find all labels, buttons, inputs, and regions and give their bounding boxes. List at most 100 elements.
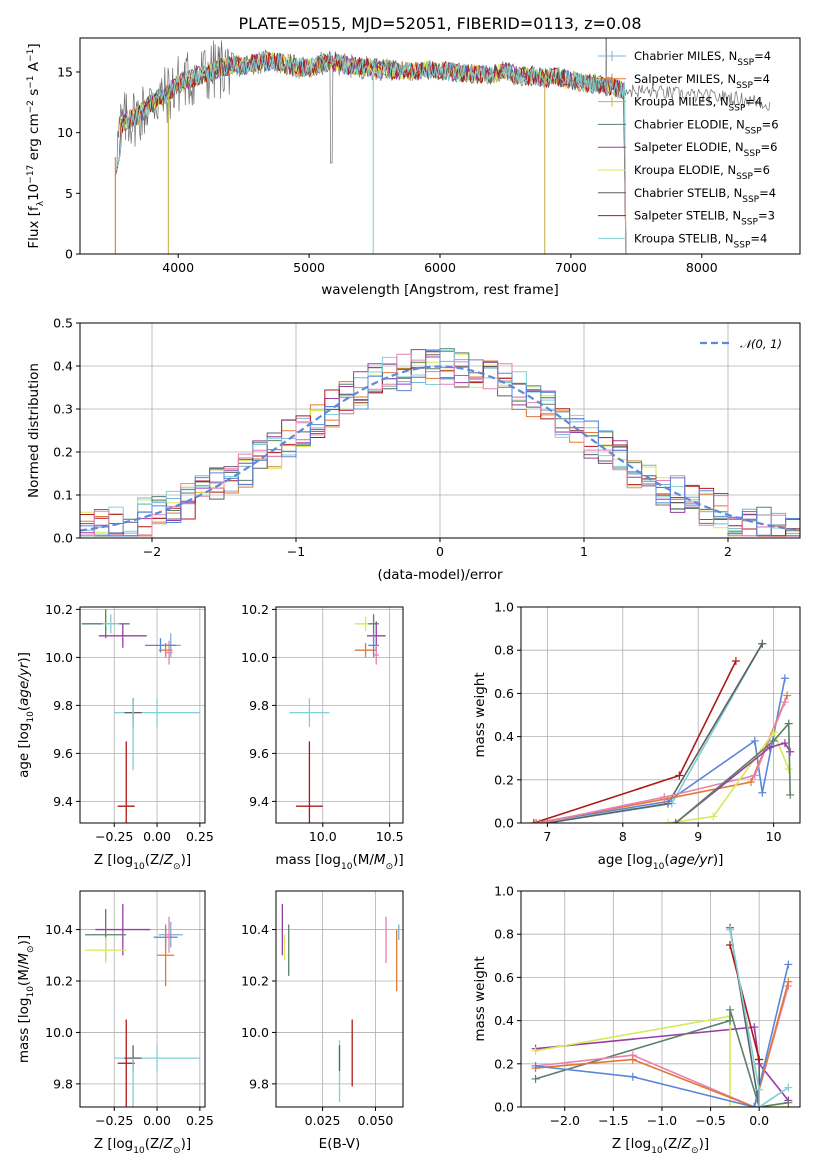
weight-marker — [531, 1061, 540, 1070]
weight-marker — [786, 747, 795, 756]
y-tick-label: 10.2 — [45, 602, 73, 617]
weight-marker — [709, 812, 718, 821]
y-axis-label: Flux [fλ10−17 erg cm−2 s−1 A−1] — [26, 43, 46, 248]
x-tick-label: 0.25 — [186, 1113, 214, 1128]
weight-marker — [746, 777, 755, 786]
model-spectrum-kroupa-stelib — [116, 51, 627, 254]
y-tick-label: 9.6 — [249, 746, 269, 761]
panel-age-vs-Z: −0.25 0.00 0.25 9.4 9.6 9.8 10.0 10.2 Z [log10(Z… — [16, 602, 214, 872]
y-tick-label: 10.0 — [45, 1025, 73, 1040]
weight-marker — [784, 765, 793, 773]
x-axis-label: mass [log10(M/M⊙)] — [275, 852, 403, 872]
weight-line — [675, 742, 791, 823]
y-tick-label: 0.4 — [494, 729, 514, 744]
panel-weight-vs-age: 7 8 9 10 0.0 0.2 0.4 0.6 0.8 1.0 age [log10(age/yr… — [472, 600, 801, 872]
x-tick-label: 10.0 — [309, 829, 337, 844]
y-tick-label: 10.2 — [241, 602, 269, 617]
plot-area — [276, 891, 403, 1107]
axes-frame — [79, 890, 206, 1108]
weight-marker — [675, 771, 684, 780]
y-tick-label: 0.0 — [494, 816, 514, 831]
axes-frame — [520, 890, 801, 1108]
axes-frame — [275, 606, 404, 824]
axes-frame — [520, 606, 801, 824]
x-tick-label: 8000 — [686, 260, 718, 275]
y-tick-label: 9.4 — [53, 794, 73, 809]
x-tick-label: −2.0 — [550, 1113, 580, 1128]
y-axis-label: mass weight — [472, 956, 488, 1041]
y-axis-label: mass [log10(M/M⊙)] — [16, 935, 36, 1063]
y-tick-label: 10.4 — [241, 922, 269, 937]
y-tick-label: 9.6 — [53, 746, 73, 761]
weight-marker — [784, 1083, 793, 1092]
y-tick-label: 0.6 — [494, 970, 514, 985]
axes-frame — [79, 606, 206, 824]
y-tick-label: 10.0 — [241, 1025, 269, 1040]
panel-mass-vs-Z: −0.25 0.00 0.25 9.8 10.0 10.2 10.4 Z [log10(Z/Z… — [16, 890, 214, 1156]
model-spectrum-kroupa-elodie — [116, 51, 627, 254]
x-tick-label: −2 — [143, 544, 161, 559]
x-axis-label: (data-model)/error — [377, 567, 503, 583]
y-tick-label: 10.2 — [45, 974, 73, 989]
weight-line — [667, 730, 790, 823]
plot-area — [276, 607, 403, 823]
y-tick-label: 0.4 — [494, 1013, 514, 1028]
x-axis-label: Z [log10(Z/Z⊙)] — [612, 1136, 709, 1156]
x-axis-label: Z [log10(Z/Z⊙)] — [94, 852, 191, 872]
legend-label: Chabrier STELIB, NSSP=4 — [634, 186, 776, 205]
weight-marker — [664, 819, 673, 823]
x-tick-label: −1 — [287, 544, 305, 559]
x-tick-label: 0.00 — [143, 1113, 171, 1128]
plot-area — [80, 323, 800, 538]
plot-area — [114, 38, 771, 254]
weight-line — [547, 643, 763, 823]
legend-label: Chabrier MILES, NSSP=4 — [634, 49, 771, 68]
y-tick-label: 1.0 — [494, 884, 514, 899]
weight-marker — [750, 736, 759, 745]
y-tick-label: 10 — [57, 125, 73, 140]
weight-marker — [529, 819, 538, 823]
x-tick-label: −0.25 — [95, 829, 133, 844]
weight-marker — [769, 736, 778, 745]
weight-marker — [726, 1005, 735, 1014]
x-tick-label: 0.050 — [358, 1113, 394, 1128]
weight-marker — [784, 719, 793, 728]
x-tick-label: 0 — [436, 544, 444, 559]
residual-histogram-step — [80, 350, 800, 537]
weight-marker — [784, 977, 793, 986]
x-tick-label: 1 — [580, 544, 588, 559]
x-tick-label: 5000 — [293, 260, 325, 275]
gaussian-curve — [80, 365, 800, 532]
weight-marker — [783, 691, 792, 700]
weight-marker — [660, 793, 669, 802]
y-axis-label: mass weight — [472, 672, 488, 757]
legend-label: Salpeter MILES, NSSP=4 — [634, 72, 770, 91]
plot-area — [521, 891, 800, 1107]
x-tick-label: 9 — [694, 829, 702, 844]
weight-marker — [750, 1103, 759, 1107]
x-tick-label: 7000 — [555, 260, 587, 275]
y-tick-label: 10.4 — [45, 922, 73, 937]
y-tick-label: 0.6 — [494, 686, 514, 701]
weight-marker — [726, 1016, 735, 1025]
plot-area — [80, 891, 205, 1107]
y-tick-label: 9.8 — [249, 698, 269, 713]
x-tick-label: 10.5 — [376, 829, 404, 844]
weight-marker — [780, 698, 789, 707]
weight-marker — [535, 819, 544, 823]
weight-line — [547, 643, 763, 823]
weight-marker — [628, 1055, 637, 1064]
x-tick-label: 4000 — [162, 260, 194, 275]
weight-marker — [755, 1055, 764, 1064]
weight-marker — [784, 1098, 793, 1107]
y-tick-label: 5 — [65, 186, 73, 201]
weight-line — [675, 721, 791, 823]
weight-marker — [531, 1074, 540, 1083]
weight-marker — [780, 674, 789, 683]
y-tick-label: 0.3 — [53, 402, 73, 417]
weight-marker — [726, 925, 735, 934]
axes-frame — [275, 890, 404, 1108]
weight-marker — [731, 657, 740, 665]
weight-marker — [755, 1103, 764, 1107]
